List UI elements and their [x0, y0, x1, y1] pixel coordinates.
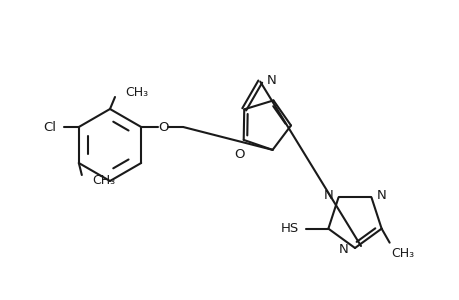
Text: N: N: [339, 244, 348, 256]
Text: N: N: [267, 74, 276, 87]
Text: Cl: Cl: [43, 121, 56, 134]
Text: HS: HS: [280, 222, 299, 235]
Text: CH₃: CH₃: [391, 247, 414, 260]
Text: O: O: [157, 121, 168, 134]
Text: N: N: [323, 189, 333, 202]
Text: CH₃: CH₃: [92, 175, 115, 188]
Text: N: N: [375, 189, 386, 202]
Text: O: O: [234, 148, 245, 161]
Text: CH₃: CH₃: [125, 85, 148, 98]
